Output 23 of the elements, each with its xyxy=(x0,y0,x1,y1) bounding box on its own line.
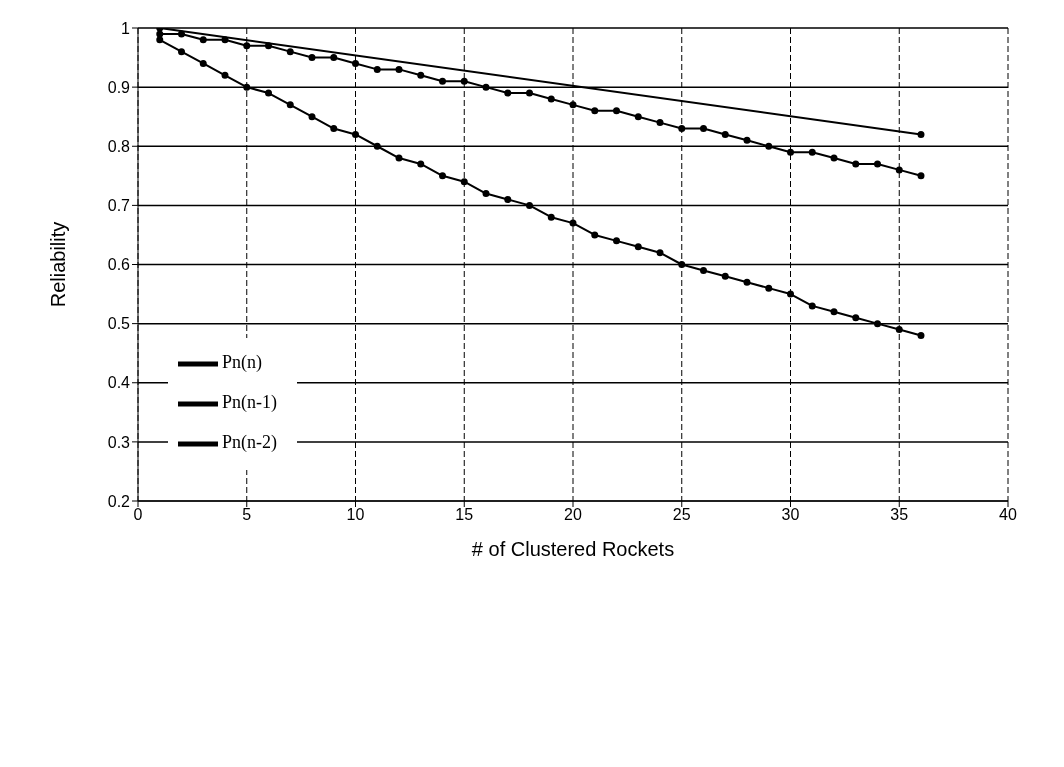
y-tick-label: 0.7 xyxy=(107,197,131,215)
y-tick-label: 0.2 xyxy=(107,492,131,510)
y-tick-label: 1 xyxy=(121,19,131,37)
y-tick-label: 0.5 xyxy=(107,315,131,333)
x-tick-label: 35 xyxy=(890,506,909,524)
legend-label: Pn(n) xyxy=(222,352,262,373)
legend-label: Pn(n-2) xyxy=(222,432,277,453)
y-tick-label: 0.8 xyxy=(107,137,131,155)
x-tick-label: 20 xyxy=(564,506,582,524)
y-axis-title: Reliability xyxy=(47,221,70,308)
x-tick-label: 40 xyxy=(999,506,1017,524)
y-tick-label: 0.9 xyxy=(107,78,131,96)
x-tick-label: 25 xyxy=(672,506,691,524)
x-tick-label: 5 xyxy=(242,506,252,524)
x-tick-label: 30 xyxy=(781,506,800,524)
x-tick-label: 0 xyxy=(133,506,143,524)
x-tick-label: 10 xyxy=(346,506,365,524)
y-tick-label: 0.6 xyxy=(107,256,131,274)
x-tick-label: 15 xyxy=(455,506,474,524)
x-axis-title: # of Clustered Rockets xyxy=(471,538,675,560)
legend-label: Pn(n-1) xyxy=(222,392,277,413)
y-tick-label: 0.3 xyxy=(107,433,131,451)
y-tick-label: 0.4 xyxy=(107,374,131,392)
